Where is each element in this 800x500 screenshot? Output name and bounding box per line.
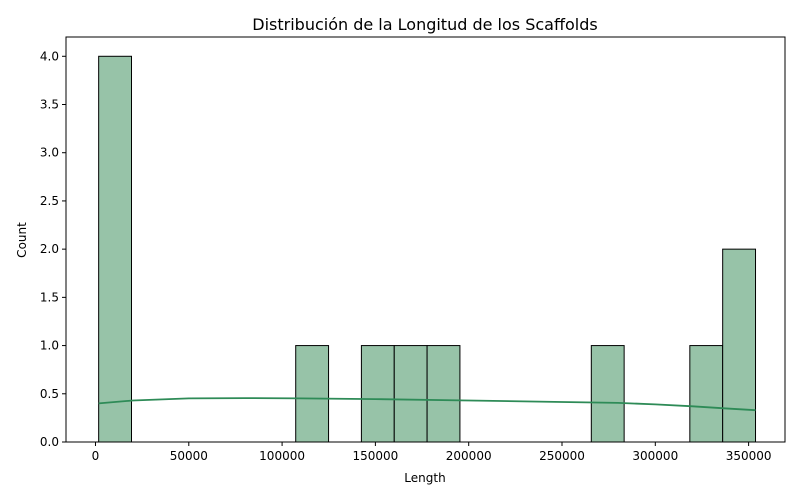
- kde-curve-group: [98, 397, 756, 412]
- x-tick-label: 250000: [539, 449, 585, 463]
- x-axis-label: Length: [404, 471, 445, 485]
- y-tick-label: 3.0: [40, 146, 59, 160]
- x-tick-label: 0: [92, 449, 100, 463]
- y-tick-label: 0.5: [40, 387, 59, 401]
- histogram-bar: [722, 248, 757, 443]
- y-tick-label: 4.0: [40, 49, 59, 63]
- y-tick-label: 3.5: [40, 98, 59, 112]
- kde-curve: [98, 397, 756, 412]
- y-tick-label: 2.5: [40, 194, 59, 208]
- y-axis-label: Count: [15, 222, 29, 258]
- y-tick-label: 1.5: [40, 290, 59, 304]
- x-axis-ticks: 0 50000 100000 150000 200000 250000 300000 3500…: [92, 442, 772, 463]
- histogram-bar: [393, 345, 428, 443]
- histogram-bar: [295, 345, 330, 443]
- axes-border: [65, 36, 786, 443]
- x-tick-label: 50000: [170, 449, 208, 463]
- histogram-bar: [360, 345, 395, 443]
- y-axis-ticks: 0.0 0.5 1.0 1.5 2.0 2.5 3.0 3.5 4.0: [40, 49, 66, 449]
- histogram-bar: [98, 55, 132, 443]
- y-tick-label: 0.0: [40, 435, 59, 449]
- x-tick-label: 350000: [726, 449, 772, 463]
- x-tick-label: 100000: [259, 449, 305, 463]
- y-tick-label: 1.0: [40, 339, 59, 353]
- x-tick-label: 150000: [352, 449, 398, 463]
- histogram-bar: [689, 345, 724, 443]
- chart-title: Distribución de la Longitud de los Scaff…: [252, 15, 597, 34]
- axes-frame: [65, 36, 786, 443]
- histogram-bar: [590, 345, 625, 443]
- x-tick-label: 200000: [446, 449, 492, 463]
- x-tick-label: 300000: [632, 449, 678, 463]
- histogram-bars: [98, 55, 757, 443]
- histogram-bar: [426, 345, 461, 443]
- y-tick-label: 2.0: [40, 242, 59, 256]
